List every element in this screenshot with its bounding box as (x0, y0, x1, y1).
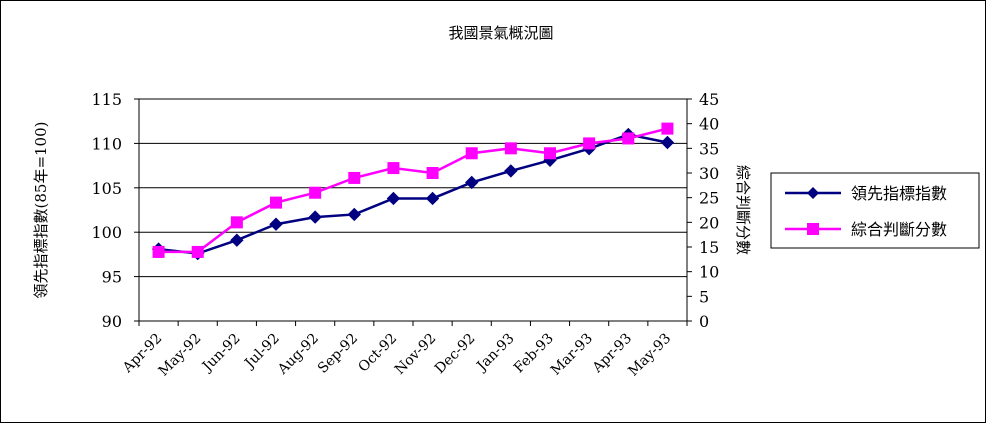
series-markers (151, 122, 675, 261)
legend-box (770, 172, 980, 249)
y-right-tick-label: 30 (699, 164, 719, 183)
diamond-marker (504, 164, 518, 178)
square-marker (426, 167, 439, 179)
legend-diamond-marker (807, 187, 819, 199)
y-left-tick-label: 115 (91, 90, 122, 109)
square-marker (583, 137, 596, 150)
y-right-tick-label: 10 (699, 263, 719, 282)
legend-label: 領先指標指數 (851, 184, 947, 203)
y-left-axis-label: 領先指標指數(85年=100) (32, 122, 50, 299)
y-right-axis-label: 綜合判斷分數 (734, 165, 752, 255)
y-right-tick-label: 20 (699, 213, 719, 232)
axes (134, 98, 692, 326)
diamond-marker (386, 191, 401, 206)
chart-title: 我國景氣概況圖 (448, 24, 553, 42)
x-tick-label: Nov-92 (392, 331, 439, 378)
y-left-tick-label: 105 (91, 179, 122, 198)
legend-square-marker (807, 223, 819, 235)
y-right-tick-label: 40 (699, 115, 719, 134)
x-tick-label: Jan-93 (473, 331, 518, 376)
square-marker (191, 245, 204, 258)
square-marker (230, 216, 243, 229)
square-marker (348, 171, 361, 184)
y-right-tick-label: 0 (699, 312, 709, 331)
legend-label: 綜合判斷分數 (851, 220, 947, 239)
y-right-tick-label: 35 (699, 139, 719, 158)
diamond-marker (660, 135, 675, 150)
gridlines (139, 98, 687, 278)
square-marker (465, 147, 478, 160)
x-tick-label: Aug-92 (274, 331, 322, 379)
x-tick-label: Sep-92 (315, 331, 361, 377)
diamond-marker (230, 233, 244, 247)
diamond-marker (347, 207, 361, 222)
y-left-tick-label: 95 (102, 268, 122, 287)
x-tick-label: Dec-92 (432, 331, 479, 378)
y-left-tick-label: 100 (91, 223, 122, 242)
diamond-marker (269, 217, 283, 231)
y-right-tick-label: 15 (699, 238, 719, 257)
y-right-tick-label: 45 (699, 90, 719, 109)
x-tick-label: Jun-92 (198, 331, 243, 376)
diamond-marker (308, 210, 322, 224)
y-right-tick-labels: 0 5 10 15 20 25 30 35 40 45 (699, 90, 719, 331)
diamond-marker (425, 191, 440, 206)
y-left-tick-labels: 90 95 100 105 110 115 (91, 90, 122, 331)
y-left-tick-label: 90 (102, 312, 122, 331)
y-right-tick-label: 5 (699, 287, 709, 306)
square-marker (622, 132, 635, 145)
diamond-marker (465, 175, 479, 190)
x-tick-label: May-93 (625, 331, 674, 380)
series-line (158, 133, 668, 255)
y-left-tick-label: 110 (91, 134, 122, 153)
square-marker (387, 162, 400, 175)
x-tick-labels: Apr-92May-92Jun-92Jul-92Aug-92Sep-92Oct-… (119, 331, 674, 380)
square-marker (544, 147, 556, 160)
square-marker (152, 245, 165, 258)
y-right-tick-label: 25 (699, 189, 719, 208)
series-lines (158, 127, 668, 255)
series-line (158, 127, 668, 254)
square-marker (504, 142, 517, 155)
square-marker (661, 122, 674, 135)
square-marker (270, 196, 282, 209)
x-tick-label: May-92 (156, 331, 205, 380)
x-tick-label: Mar-93 (548, 331, 596, 379)
square-marker (309, 186, 322, 199)
